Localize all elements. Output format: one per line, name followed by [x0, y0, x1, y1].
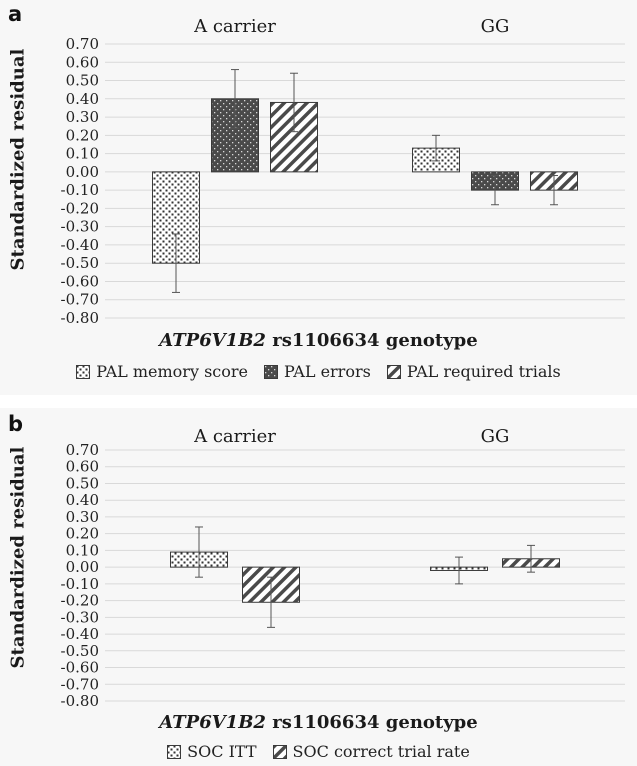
y-tick-label: -0.60 [61, 659, 99, 677]
legend-item-pal-memory-score: PAL memory score [76, 362, 248, 381]
category-label-gg: GG [481, 426, 510, 447]
category-label-gg: GG [481, 16, 510, 37]
legend-swatch-soc-correct-trial-rate [272, 744, 287, 759]
y-tick-label: 0.60 [66, 458, 99, 476]
y-tick-label: -0.70 [61, 675, 99, 693]
legend-swatch-pal-memory-score [76, 364, 91, 379]
y-tick-label: -0.50 [61, 642, 99, 660]
legend-label-soc-itt: SOC ITT [187, 742, 257, 761]
y-tick-label: 0.60 [66, 53, 99, 71]
y-tick-label: 0.10 [66, 145, 99, 163]
y-tick-label: 0.40 [66, 90, 99, 108]
y-tick-label: 0.00 [66, 163, 99, 181]
panel-b-x-axis-label-gene: ATP6V1B2 [159, 712, 266, 733]
panel-a-x-axis-label: ATP6V1B2 rs1106634 genotype [0, 330, 637, 351]
y-tick-label: 0.30 [66, 108, 99, 126]
y-tick-label: -0.10 [61, 181, 99, 199]
y-tick-label: -0.50 [61, 254, 99, 272]
panel-b-background [0, 408, 637, 766]
panel-b-legend: SOC ITT SOC correct trial rate [0, 742, 637, 761]
y-tick-label: 0.00 [66, 558, 99, 576]
legend-item-soc-itt: SOC ITT [167, 742, 257, 761]
y-tick-label: 0.20 [66, 126, 99, 144]
panel-b-x-axis-label: ATP6V1B2 rs1106634 genotype [0, 712, 637, 733]
y-tick-label: -0.60 [61, 272, 99, 290]
panel-a-x-axis-label-gene: ATP6V1B2 [159, 330, 266, 351]
y-tick-label: 0.50 [66, 72, 99, 90]
category-label-a-carrier: A carrier [193, 426, 276, 447]
panel-a-x-axis-label-rest: rs1106634 genotype [265, 330, 478, 351]
y-tick-label: -0.40 [61, 236, 99, 254]
legend-label-pal-required-trials: PAL required trials [406, 362, 561, 381]
panel-a-legend: PAL memory score PAL errors PAL required t… [0, 362, 637, 381]
y-tick-label: -0.20 [61, 199, 99, 217]
category-label-a-carrier: A carrier [193, 16, 276, 37]
legend-item-pal-required-trials: PAL required trials [386, 362, 561, 381]
legend-swatch-pal-required-trials [386, 364, 401, 379]
legend-label-soc-correct-trial-rate: SOC correct trial rate [292, 742, 470, 761]
y-tick-label: -0.30 [61, 218, 99, 236]
y-tick-label: -0.80 [61, 309, 99, 327]
y-tick-label: -0.80 [61, 692, 99, 710]
y-tick-label: 0.70 [66, 35, 99, 53]
legend-label-pal-memory-score: PAL memory score [96, 362, 248, 381]
panel-b-letter: b [8, 412, 24, 436]
y-tick-label: 0.20 [66, 525, 99, 543]
y-tick-label: -0.20 [61, 592, 99, 610]
legend-item-pal-errors: PAL errors [264, 362, 371, 381]
panel-b-x-axis-label-rest: rs1106634 genotype [265, 712, 478, 733]
legend-item-soc-correct-trial-rate: SOC correct trial rate [272, 742, 470, 761]
y-tick-label: 0.40 [66, 491, 99, 509]
y-tick-label: 0.50 [66, 474, 99, 492]
y-tick-label: -0.30 [61, 608, 99, 626]
y-tick-label: -0.70 [61, 291, 99, 309]
y-tick-label: -0.40 [61, 625, 99, 643]
legend-swatch-soc-itt [167, 744, 182, 759]
legend-swatch-pal-errors [264, 364, 278, 379]
y-tick-label: 0.30 [66, 508, 99, 526]
panel-a-chart: 0.700.600.500.400.300.200.100.00-0.10-0.… [61, 16, 625, 327]
y-tick-label: 0.10 [66, 541, 99, 559]
panel-a-letter: a [8, 2, 23, 26]
panel-a-background [0, 0, 637, 395]
legend-label-pal-errors: PAL errors [284, 362, 371, 381]
y-tick-label: 0.70 [66, 441, 99, 459]
panel-b-chart: 0.700.600.500.400.300.200.100.00-0.10-0.… [61, 426, 625, 710]
y-tick-label: -0.10 [61, 575, 99, 593]
